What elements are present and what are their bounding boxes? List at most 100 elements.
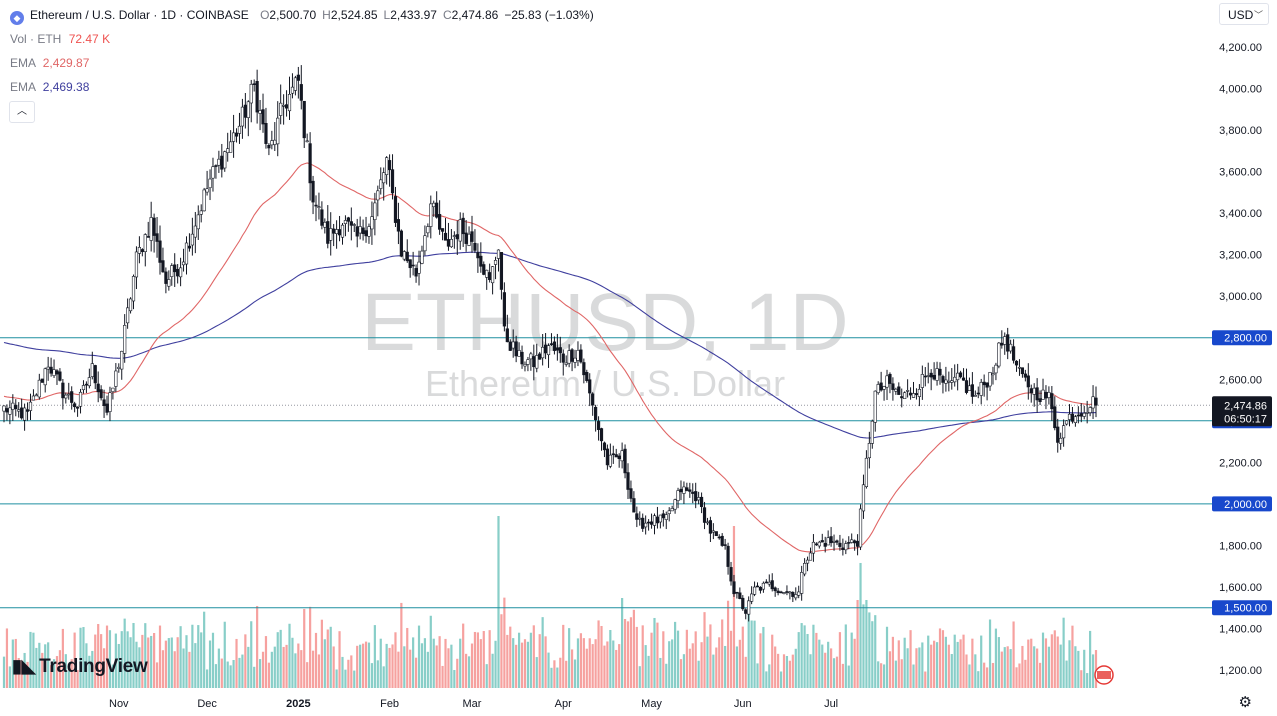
legend-title[interactable]: Ethereum / U.S. Dollar · 1D · COINBASE — [30, 8, 249, 22]
volume-bar — [1056, 636, 1059, 688]
volume-bar — [359, 644, 362, 688]
candle-body — [950, 380, 954, 383]
candle — [482, 261, 486, 276]
volume-bar — [503, 597, 506, 688]
candle — [591, 392, 595, 416]
candle-body — [882, 386, 886, 390]
candle — [243, 93, 247, 129]
candle — [761, 581, 765, 593]
candle-body — [482, 264, 486, 275]
legend-ema-fast-row[interactable]: EMA 2,429.87 — [10, 54, 594, 78]
candle — [155, 216, 159, 258]
currency-select[interactable]: USD ﹀ — [1219, 3, 1269, 25]
candle — [505, 314, 509, 343]
legend-ema-slow-row[interactable]: EMA 2,469.38 — [10, 78, 594, 102]
volume-bar — [788, 660, 791, 688]
volume-bar — [615, 649, 618, 688]
candle-body — [90, 363, 94, 377]
candle — [526, 356, 530, 372]
volume-bar — [806, 633, 809, 688]
candle-body — [464, 232, 468, 244]
volume-bar — [1030, 638, 1033, 688]
candle — [764, 579, 768, 584]
candle-body — [608, 454, 612, 467]
candle-body — [432, 202, 436, 208]
candle — [455, 220, 459, 255]
volume-bar — [1091, 654, 1095, 688]
candle — [511, 329, 515, 358]
candle — [396, 202, 401, 245]
candle-body — [699, 496, 704, 507]
candle-body — [523, 364, 527, 367]
candle — [744, 608, 748, 620]
volume-bar — [479, 639, 482, 688]
volume-bar — [373, 625, 376, 688]
volume-bar — [235, 638, 238, 688]
volume-bar — [977, 671, 980, 688]
collapse-legend-button[interactable]: ︿ — [9, 101, 35, 123]
legend-change: −25.83 (−1.03%) — [504, 8, 594, 22]
candle-body — [117, 366, 121, 369]
volume-bar — [26, 661, 29, 688]
candle-body — [758, 586, 763, 591]
candle-body — [499, 252, 504, 290]
candle — [393, 186, 398, 228]
candle-body — [691, 491, 695, 494]
candle — [187, 233, 192, 252]
volume-bar — [200, 632, 203, 688]
candle-body — [152, 217, 156, 236]
candle — [858, 504, 863, 551]
candle — [835, 539, 839, 546]
candle-body — [414, 268, 418, 277]
time-tick-label: 2025 — [286, 698, 310, 710]
candle-body — [1014, 360, 1019, 366]
candle-body — [702, 507, 707, 523]
volume-bar — [894, 660, 897, 688]
candle-body — [411, 264, 415, 267]
candle-body — [808, 552, 813, 561]
volume-bar — [267, 662, 271, 688]
volume-bar — [211, 632, 215, 688]
volume-bar — [777, 653, 780, 688]
candle — [788, 590, 792, 600]
volume-bar — [400, 602, 403, 688]
candle-body — [626, 472, 630, 490]
volume-bar — [261, 651, 265, 688]
volume-bar — [1062, 617, 1065, 688]
candle-body — [823, 543, 827, 547]
candle-body — [17, 409, 21, 412]
candle-body — [611, 453, 615, 456]
volume-bar — [229, 665, 232, 688]
candle — [479, 242, 483, 273]
candle — [1050, 386, 1054, 421]
candle-body — [1047, 392, 1051, 398]
legend-volume-row[interactable]: Vol · ETH 72.47 K — [10, 30, 594, 54]
candle-body — [176, 268, 180, 277]
volume-bar — [214, 664, 218, 688]
candle-body — [767, 581, 771, 585]
candle — [240, 98, 245, 139]
candle — [473, 229, 477, 254]
candle — [264, 107, 268, 149]
candle-body — [1032, 387, 1036, 395]
ethereum-logo-icon: ◆ — [10, 11, 24, 25]
candle-body — [108, 392, 112, 412]
volume-bar — [532, 625, 535, 688]
candle-body — [2, 405, 6, 412]
candle — [34, 393, 38, 397]
volume-bar — [1059, 644, 1062, 688]
candle — [108, 386, 112, 422]
time-tick-label: Dec — [197, 698, 217, 710]
candle — [190, 217, 194, 256]
candle-body — [838, 542, 842, 547]
volume-bar — [353, 670, 356, 688]
settings-gear-icon[interactable]: ⚙ — [1238, 694, 1252, 711]
tradingview-brand-text: TradingView — [39, 656, 148, 677]
candle-body — [105, 403, 109, 413]
candle — [970, 372, 974, 404]
volume-bar — [673, 621, 677, 688]
candle-body — [714, 531, 718, 537]
tradingview-logo[interactable]: ▮◣ TradingView — [12, 656, 148, 678]
